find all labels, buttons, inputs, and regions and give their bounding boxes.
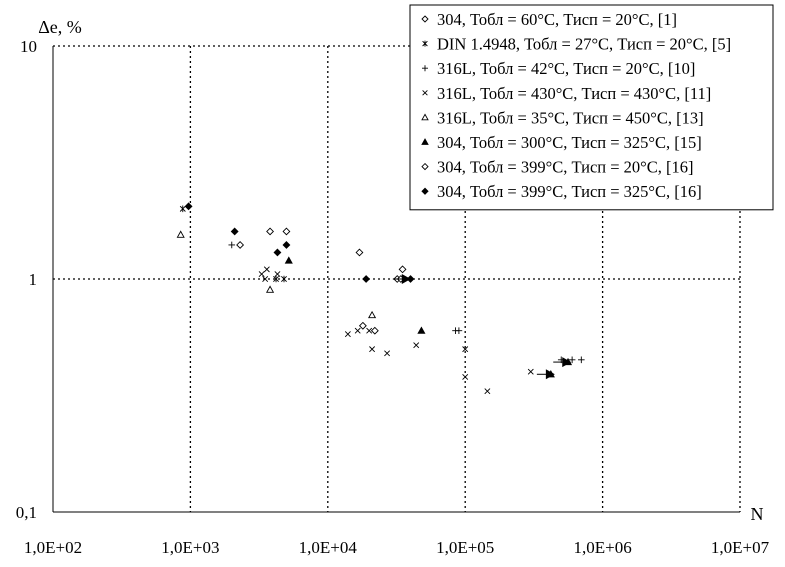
- data-point: [228, 241, 236, 249]
- data-point: [282, 241, 291, 249]
- y-tick-label: 10: [20, 37, 37, 56]
- data-point: [273, 275, 279, 283]
- data-point: [344, 331, 351, 338]
- legend-marker: [421, 138, 429, 145]
- data-point: [578, 356, 585, 364]
- data-point: [282, 227, 291, 236]
- data-point: [281, 275, 287, 283]
- x-tick-label: 1,0E+05: [436, 538, 494, 557]
- data-point: [274, 271, 281, 278]
- data-point: [358, 321, 367, 330]
- legend-marker: [422, 90, 428, 96]
- legend-entry-label: 304, Тобл = 399°C, Тисп = 325°C, [16]: [437, 182, 702, 201]
- data-point: [236, 241, 245, 249]
- data-point: [355, 248, 364, 257]
- data-point: [184, 202, 193, 211]
- data-point: [273, 248, 282, 257]
- runout-arrow-head: [545, 369, 555, 380]
- legend-entry-label: 304, Тобл = 399°C, Тисп = 20°C, [16]: [437, 158, 694, 177]
- data-point: [462, 346, 469, 353]
- data-point: [284, 256, 293, 264]
- legend-entry-label: 304, Тобл = 60°C, Тисп = 20°C, [1]: [437, 10, 677, 29]
- legend-marker: [421, 187, 429, 195]
- x-tick-label: 1,0E+06: [573, 538, 631, 557]
- legend-entry-label: 316L, Тобл = 35°C, Тисп = 450°C, [13]: [437, 108, 704, 127]
- legend-marker: [422, 65, 428, 72]
- x-tick-label: 1,0E+04: [299, 538, 358, 557]
- data-point: [384, 350, 391, 357]
- series-1: [236, 227, 407, 335]
- data-point: [366, 327, 373, 334]
- plot-frame: [52, 46, 740, 513]
- legend-marker: [422, 40, 428, 47]
- data-point: [179, 205, 186, 213]
- data-point: [370, 326, 379, 335]
- x-axis-label: N: [751, 504, 764, 524]
- data-point: [263, 266, 270, 273]
- data-point: [417, 326, 426, 334]
- legend-entry-label: DIN 1.4948, Тобл = 27°C, Тисп = 20°C, [5…: [437, 35, 731, 54]
- data-point: [262, 276, 269, 282]
- legend-marker: [421, 113, 429, 121]
- data-point: [230, 227, 239, 236]
- x-tick-label: 1,0E+02: [24, 538, 82, 557]
- series-8: [184, 202, 415, 283]
- data-point: [266, 227, 274, 236]
- data-point: [369, 346, 376, 353]
- data-point: [265, 285, 275, 293]
- legend-box: [409, 4, 774, 211]
- data-points: [176, 202, 585, 395]
- data-point: [368, 310, 377, 319]
- runout-arrows: [392, 274, 572, 380]
- data-point: [568, 356, 576, 364]
- data-point: [258, 271, 265, 278]
- legend: 304, Тобл = 60°C, Тисп = 20°C, [1] DIN 1.…: [409, 4, 774, 211]
- legend-marker: [421, 15, 429, 23]
- legend-marker: [421, 162, 429, 171]
- tick-labels: 1,0E+02 1,0E+03 1,0E+04 1,0E+05 1,0E+06 1,0E+…: [16, 37, 770, 557]
- x-tick-label: 1,0E+03: [161, 538, 219, 557]
- data-point: [452, 327, 459, 334]
- legend-entry-label: 316L, Тобл = 42°C, Тисп = 20°C, [10]: [437, 59, 695, 78]
- legend-entry-label: 316L, Тобл = 430°C, Тисп = 430°C, [11]: [437, 84, 711, 103]
- data-point: [354, 327, 361, 334]
- data-point: [462, 373, 469, 380]
- data-point: [527, 368, 534, 375]
- data-point: [413, 342, 420, 349]
- data-point: [362, 275, 371, 283]
- runout-arrow-head: [401, 274, 411, 284]
- runout-arrow-head: [562, 357, 572, 368]
- data-point: [484, 388, 491, 395]
- data-point: [398, 265, 407, 274]
- data-point: [176, 230, 185, 238]
- x-tick-label: 1,0E+07: [711, 538, 770, 557]
- y-tick-label: 1: [29, 270, 38, 289]
- y-tick-label: 0,1: [16, 503, 37, 522]
- series-4: [258, 266, 534, 395]
- series-5: [176, 230, 377, 319]
- legend-entry-label: 304, Тобл = 300°C, Тисп = 325°C, [15]: [437, 133, 702, 152]
- series-2: [179, 205, 287, 283]
- y-axis-label: Δe, %: [38, 17, 82, 37]
